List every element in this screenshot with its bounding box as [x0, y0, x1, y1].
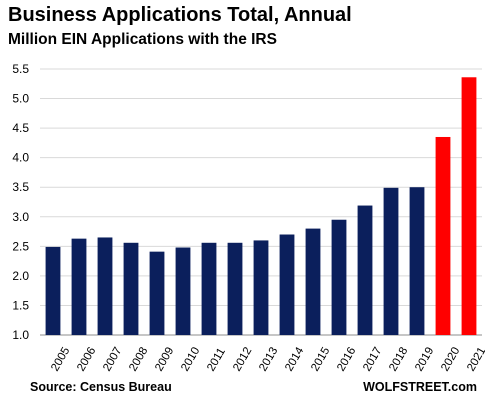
y-tick-label: 5.5 — [12, 62, 29, 76]
bar-2014 — [279, 234, 295, 335]
x-tick-label: 2014 — [283, 345, 306, 374]
x-tick-label: 2005 — [49, 345, 72, 373]
y-tick-label: 3.5 — [12, 180, 29, 194]
x-tick-label: 2012 — [231, 345, 254, 373]
y-tick-label: 3.0 — [12, 210, 29, 224]
x-tick-label: 2017 — [361, 345, 384, 373]
brand-logo-text: WOLFSTREET.com — [363, 380, 477, 394]
gridlines — [40, 68, 482, 336]
bar-2011 — [201, 242, 217, 335]
x-tick-label: 2006 — [75, 345, 98, 373]
y-tick-label: 2.0 — [12, 269, 29, 283]
y-tick-label: 1.5 — [12, 298, 29, 312]
y-tick-label: 2.5 — [12, 239, 29, 253]
bars — [45, 77, 477, 335]
bar-2015 — [305, 228, 321, 335]
bar-2009 — [149, 251, 165, 335]
x-tick-label: 2010 — [179, 345, 202, 373]
y-axis-ticks: 1.0 1.5 2.0 2.5 3.0 3.5 4.0 4.5 5.0 5.5 — [12, 62, 29, 342]
bar-2012 — [227, 242, 243, 335]
x-tick-label: 2018 — [387, 345, 410, 373]
x-tick-label: 2015 — [309, 345, 332, 373]
bar-2007 — [97, 237, 113, 335]
bar-2019 — [409, 187, 425, 335]
bar-2016 — [331, 219, 347, 335]
x-tick-label: 2016 — [335, 345, 358, 373]
x-axis-ticks: 2005 2006 2007 2008 2009 2010 2011 2012 2013 2014… — [49, 345, 485, 374]
chart-subtitle: Million EIN Applications with the IRS — [8, 31, 277, 48]
y-tick-label: 4.0 — [12, 151, 29, 165]
bar-2008 — [123, 242, 139, 335]
x-tick-label: 2019 — [413, 345, 436, 373]
x-tick-label: 2013 — [257, 345, 280, 373]
bar-2010 — [175, 247, 191, 335]
x-tick-label: 2020 — [439, 345, 462, 373]
source-note: Source: Census Bureau — [30, 380, 172, 394]
x-tick-label: 2021 — [465, 345, 485, 373]
chart-title: Business Applications Total, Annual — [8, 4, 352, 26]
y-tick-label: 5.0 — [12, 92, 29, 106]
y-tick-label: 1.0 — [12, 328, 29, 342]
x-tick-label: 2011 — [205, 346, 228, 373]
bar-2017 — [357, 205, 373, 335]
x-tick-label: 2009 — [153, 345, 176, 373]
bar-2006 — [71, 238, 87, 335]
bar-2005 — [45, 246, 61, 335]
bar-2018 — [383, 187, 399, 335]
bar-2021 — [461, 77, 477, 335]
bar-2020 — [435, 136, 451, 335]
x-tick-label: 2008 — [127, 345, 150, 373]
y-tick-label: 4.5 — [12, 121, 29, 135]
x-tick-label: 2007 — [101, 345, 124, 373]
bar-2013 — [253, 240, 269, 335]
